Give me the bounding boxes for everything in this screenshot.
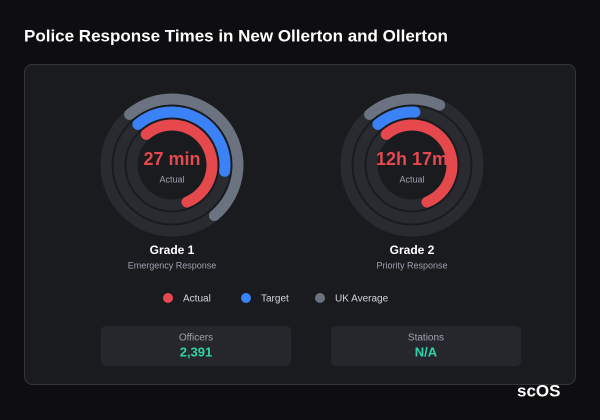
- gauge-name: Grade 1: [150, 243, 195, 257]
- ring-arc: [132, 106, 231, 177]
- ring-arc: [140, 119, 218, 208]
- legend-dot: [241, 293, 251, 303]
- stat-label: Officers: [179, 333, 213, 344]
- title: Police Response Times in New Ollerton an…: [24, 26, 448, 45]
- legend-label: Target: [261, 294, 289, 305]
- ring-arc: [364, 93, 446, 120]
- legend-dot: [315, 293, 325, 303]
- legend-label: Actual: [183, 294, 211, 305]
- gauge-value: 12h 17m: [376, 149, 448, 169]
- ring-arc: [372, 106, 421, 130]
- gauge-name: Grade 2: [390, 243, 435, 257]
- gauge-description: Priority Response: [376, 260, 447, 270]
- stat-box: [101, 326, 291, 366]
- ring-arc: [124, 93, 244, 222]
- card: [24, 64, 576, 385]
- stat-value: N/A: [415, 344, 438, 359]
- gauge-sublabel: Actual: [399, 174, 424, 184]
- ring-arc: [380, 119, 458, 208]
- legend-label: UK Average: [335, 294, 389, 305]
- stat-label: Stations: [408, 333, 444, 344]
- brand: scOS: [517, 381, 560, 400]
- gauge-description: Emergency Response: [128, 260, 217, 270]
- stat-box: [331, 326, 521, 366]
- gauge-value: 27 min: [143, 149, 200, 169]
- content: 27 min Actual Grade 1 Emergency Response 12h…: [100, 93, 521, 366]
- gauge-sublabel: Actual: [159, 174, 184, 184]
- legend-dot: [163, 293, 173, 303]
- stat-value: 2,391: [180, 344, 213, 359]
